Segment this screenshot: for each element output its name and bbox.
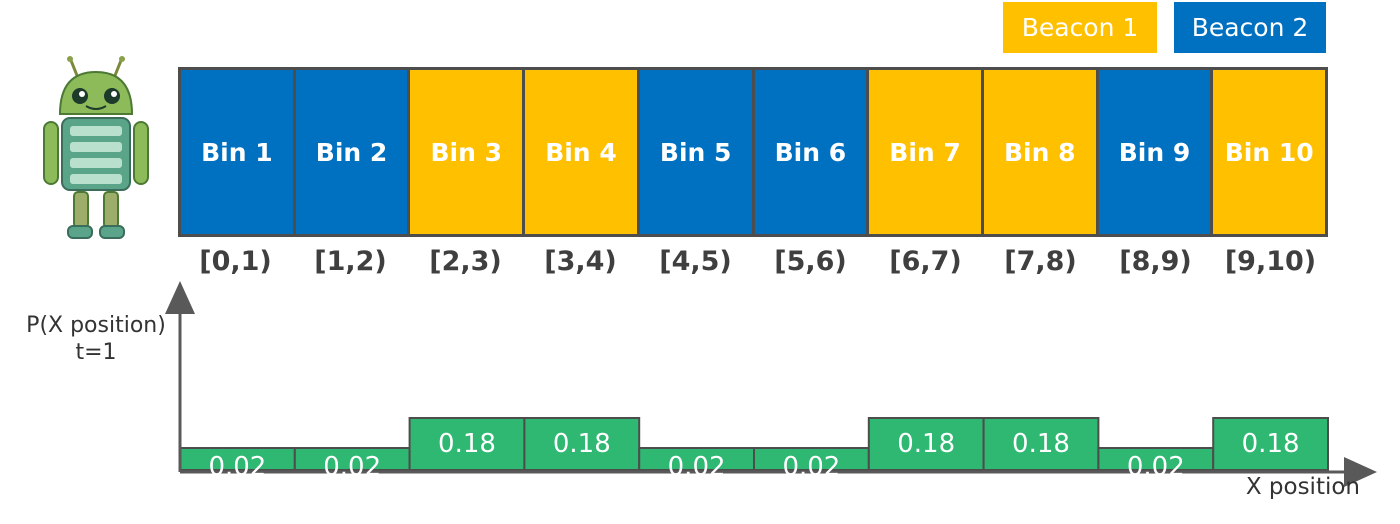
probability-value-label: 0.18 xyxy=(1241,429,1300,459)
probability-value-label: 0.18 xyxy=(552,429,611,459)
bin-range-label: [4,5) xyxy=(659,246,732,277)
probability-value-label: 0.02 xyxy=(323,452,382,482)
bin: Bin 1 xyxy=(181,70,293,234)
y-axis-label-line1: P(X position) xyxy=(26,313,166,338)
probability-bar xyxy=(867,417,985,471)
bin-range-label: [8,9) xyxy=(1119,246,1192,277)
bin: Bin 2 xyxy=(295,70,408,234)
probability-bar xyxy=(408,417,526,471)
bin-ranges: [0,1) [1,2) [2,3) [3,4) [4,5) [5,6) [6,7… xyxy=(178,240,1328,284)
bin: Bin 7 xyxy=(869,70,981,234)
x-axis-label: X position xyxy=(1245,474,1360,500)
probability-value-label: 0.02 xyxy=(782,452,841,482)
probability-bar xyxy=(982,417,1100,471)
bin: Bin 6 xyxy=(754,70,867,234)
probability-bar xyxy=(523,417,641,471)
probability-value-label: 0.18 xyxy=(1012,429,1070,459)
android-robot-icon xyxy=(43,56,149,239)
legend-beacon-2: Beacon 2 xyxy=(1174,2,1326,53)
bin-range-label: [5,6) xyxy=(774,246,847,277)
probability-bar xyxy=(1212,417,1329,471)
y-axis-label-line2: t=1 xyxy=(75,340,117,365)
probability-value-label: 0.02 xyxy=(667,452,726,482)
probability-value-label: 0.02 xyxy=(1126,452,1185,482)
probability-value-label: 0.18 xyxy=(438,429,496,459)
y-axis-label: P(X position) t=1 xyxy=(10,312,182,366)
bin-range-label: [1,2) xyxy=(314,246,387,277)
bin: Bin 5 xyxy=(639,70,752,234)
bin-range-label: [2,3) xyxy=(429,246,502,277)
bin: Bin 3 xyxy=(410,70,523,234)
legend-beacon-1: Beacon 1 xyxy=(1003,2,1157,53)
bin: Bin 10 xyxy=(1213,70,1326,234)
probability-value-label: 0.02 xyxy=(208,452,267,482)
bin-range-label: [6,7) xyxy=(889,246,962,277)
bin: Bin 8 xyxy=(983,70,1096,234)
bin-range-label: [0,1) xyxy=(199,246,272,277)
bin-range-label: [3,4) xyxy=(544,246,617,277)
bin-strip: Bin 1 Bin 2 Bin 3 Bin 4 Bin 5 Bin 6 Bin … xyxy=(178,67,1328,237)
bin-range-label: [7,8) xyxy=(1004,246,1077,277)
probability-value-label: 0.18 xyxy=(897,429,956,459)
bin: Bin 9 xyxy=(1098,70,1211,234)
bin: Bin 4 xyxy=(525,70,637,234)
bin-range-label: [9,10) xyxy=(1224,246,1317,277)
